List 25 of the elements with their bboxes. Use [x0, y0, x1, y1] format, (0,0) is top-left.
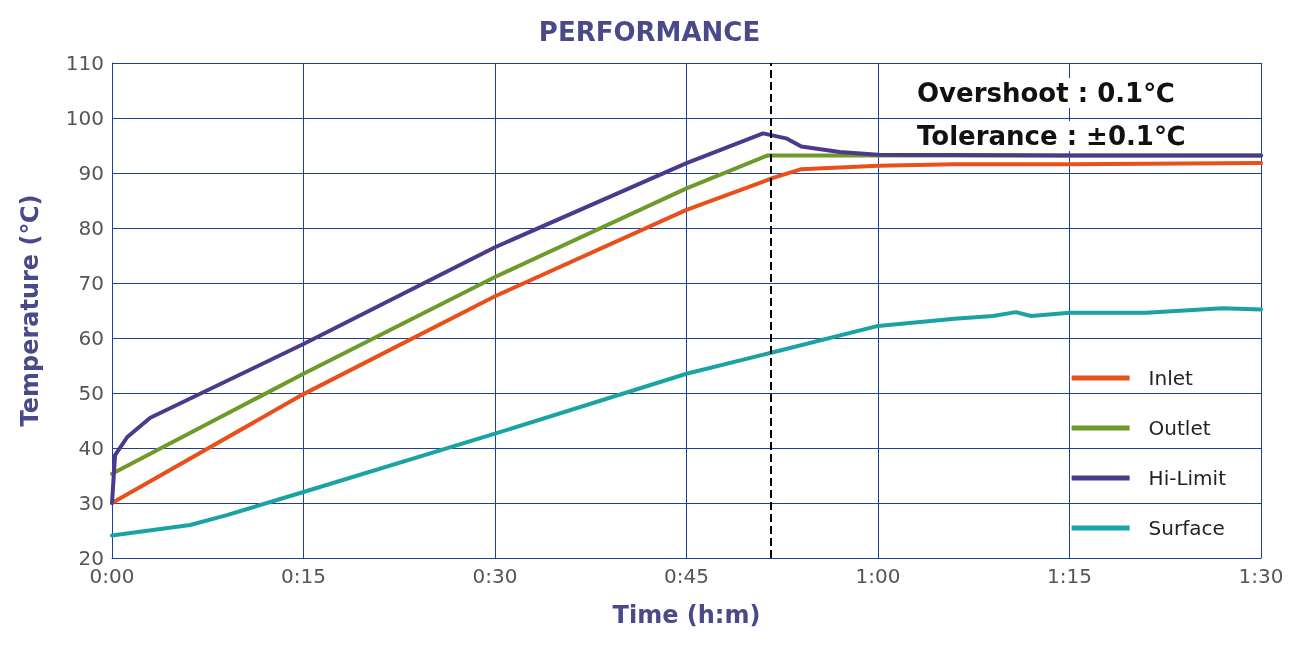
- x-tick-label: 1:15: [1047, 564, 1092, 588]
- y-tick-label: 70: [78, 271, 104, 295]
- legend-label: Surface: [1148, 516, 1225, 540]
- x-axis-title: Time (h:m): [612, 601, 761, 629]
- annotation: Overshoot : 0.1℃: [917, 78, 1175, 108]
- line-series: [110, 306, 1263, 538]
- x-tick-label: 1:30: [1238, 564, 1284, 588]
- legend-label: Outlet: [1148, 416, 1211, 440]
- annotation: Tolerance : ±0.1℃: [917, 121, 1186, 151]
- chart-title: PERFORMANCE: [538, 17, 761, 47]
- y-tick-label: 50: [78, 381, 104, 405]
- x-tick-label: 1:00: [855, 564, 901, 588]
- y-tick-label: 90: [78, 161, 104, 185]
- x-tick-label: 0:15: [281, 564, 326, 588]
- x-tick-label: 0:30: [472, 564, 518, 588]
- y-tick-label: 60: [78, 326, 104, 350]
- legend-label: Hi-Limit: [1148, 466, 1227, 490]
- y-tick-label: 80: [78, 216, 104, 240]
- legend-label: Inlet: [1148, 366, 1194, 390]
- y-tick-label: 40: [78, 436, 104, 460]
- x-tick-label: 0:45: [664, 564, 709, 588]
- y-tick-label: 30: [78, 491, 104, 515]
- y-tick-label: 100: [65, 106, 104, 130]
- y-axis-title: Temperature (℃): [16, 194, 44, 427]
- y-tick-label: 110: [65, 51, 104, 75]
